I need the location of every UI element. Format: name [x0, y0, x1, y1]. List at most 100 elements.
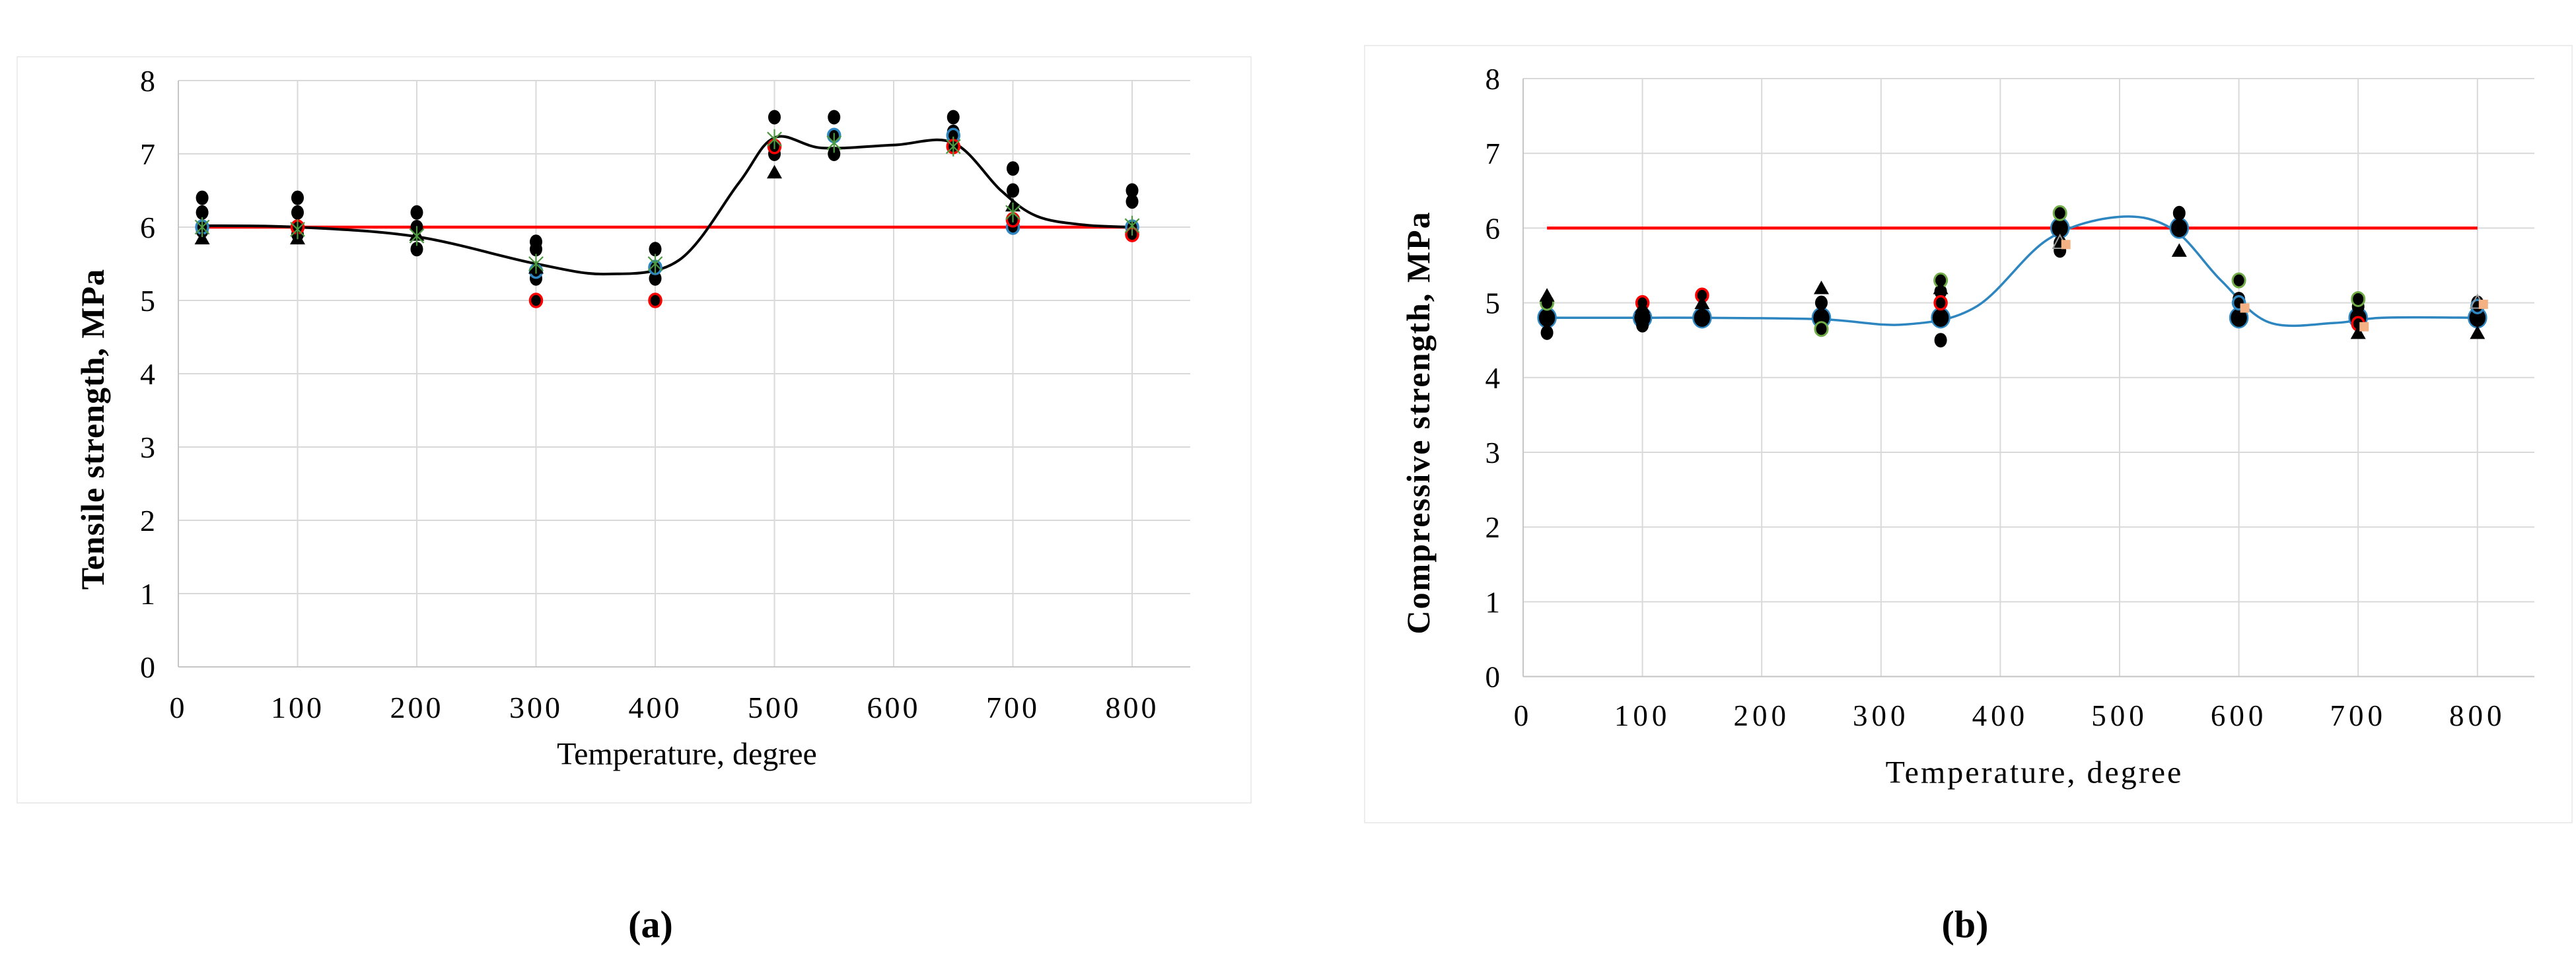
y-tick-label: 2 [1485, 511, 1501, 544]
data-point-triangle [1933, 280, 1949, 294]
data-point-ring-green [2231, 272, 2246, 289]
y-tick-label: 7 [1485, 137, 1501, 170]
x-tick-label: 0 [170, 691, 188, 724]
data-point-ring-green [1814, 321, 1829, 337]
y-tick-label: 0 [1485, 661, 1501, 694]
x-tick-label: 500 [2091, 699, 2148, 732]
data-point-circle [196, 205, 209, 220]
data-point-ring-red [528, 293, 544, 308]
data-point-triangle [1635, 299, 1651, 313]
y-tick-label: 8 [140, 64, 155, 98]
data-point-star-green [290, 219, 305, 240]
y-tick-label: 1 [140, 577, 155, 611]
chart-b-plot-area: 0 1 2 3 4 5 6 7 8 0 100 200 300 400 500 600 700 800 [1485, 63, 2534, 732]
x-tick-label: 400 [629, 691, 682, 724]
x-tick-label: 300 [509, 691, 563, 724]
y-tick-label: 5 [1485, 287, 1501, 320]
chart-a-x-axis-title: Temperature, degree [557, 736, 817, 772]
y-tick-label: 1 [1485, 586, 1501, 619]
data-point-circle-big [1692, 306, 1712, 329]
x-tick-label: 0 [1514, 699, 1533, 732]
data-point-star-green [826, 133, 842, 153]
data-point-circle [196, 190, 209, 205]
x-tick-label: 300 [1853, 699, 1910, 732]
y-tick-label: 7 [140, 137, 155, 171]
y-tick-label: 2 [140, 504, 155, 537]
data-point-triangle [194, 230, 210, 245]
caption-b: (b) [1941, 903, 1989, 946]
chart-a-tensile: 0 1 2 3 4 5 6 7 8 0 100 200 300 400 500 600 700 800 [17, 56, 1252, 804]
x-tick-label: 200 [390, 691, 444, 724]
data-point-ring-red [1933, 294, 1948, 311]
data-point-circle [530, 242, 542, 257]
x-tick-label: 400 [1972, 699, 2029, 732]
data-point-triangle [767, 164, 782, 179]
data-point-square-orange [2061, 240, 2071, 250]
y-tick-label: 6 [1485, 212, 1501, 245]
data-point-triangle [1814, 280, 1829, 294]
data-point-circle [1126, 183, 1139, 198]
x-tick-label: 200 [1733, 699, 1790, 732]
data-point-circle [649, 242, 662, 257]
y-tick-label: 8 [1485, 63, 1501, 96]
data-point-circle [1540, 325, 1554, 340]
data-point-circle [828, 147, 841, 161]
data-point-circle-big [2169, 217, 2190, 239]
data-point-circle [1007, 161, 1019, 176]
data-point-star-green [1124, 215, 1140, 236]
data-point-circle [1126, 194, 1139, 209]
trend-line [1546, 215, 2479, 328]
data-point-circle-big [1537, 306, 1557, 329]
data-point-triangle [1694, 295, 1710, 310]
data-point-triangle [1539, 288, 1555, 302]
data-point-star-green [194, 217, 210, 237]
y-tick-label: 5 [140, 284, 155, 318]
data-point-circle [410, 242, 423, 257]
data-point-triangle [2350, 325, 2366, 339]
x-tick-label: 800 [2449, 699, 2506, 732]
data-point-circle [410, 205, 423, 220]
data-point-square-orange [2478, 299, 2488, 309]
y-tick-label: 0 [140, 650, 155, 684]
x-tick-label: 700 [2330, 699, 2386, 732]
x-tick-label: 500 [748, 691, 801, 724]
data-point-square-orange [2240, 303, 2250, 313]
x-tick-label: 100 [1614, 699, 1671, 732]
data-point-circle-big [1931, 306, 1950, 329]
data-point-ring-green [2351, 291, 2366, 307]
x-tick-label: 700 [986, 691, 1040, 724]
data-point-triangle [2470, 325, 2486, 339]
data-point-square-orange [2359, 322, 2369, 331]
chart-b-x-axis-title: Temperature, degree [1885, 755, 2184, 790]
data-point-circle [291, 190, 304, 205]
data-point-ring-red [648, 293, 662, 308]
y-tick-label: 4 [140, 357, 155, 391]
data-point-circle [1815, 295, 1828, 310]
data-point-circle [768, 110, 781, 125]
data-point-star-green [767, 129, 782, 149]
y-tick-label: 4 [1485, 362, 1501, 395]
chart-a-plot-area: 0 1 2 3 4 5 6 7 8 0 100 200 300 400 500 600 700 800 [140, 64, 1190, 724]
x-tick-label: 100 [271, 691, 324, 724]
y-tick-label: 3 [1485, 436, 1501, 469]
y-tick-label: 3 [140, 431, 155, 464]
data-point-circle [1934, 333, 1947, 348]
data-point-circle [291, 205, 304, 220]
data-point-triangle [2171, 243, 2187, 257]
trend-line [201, 135, 1133, 276]
chart-b-y-axis-title: Compressive strength, MPa [1400, 211, 1437, 635]
data-point-circle [1007, 183, 1019, 198]
data-point-circle [947, 110, 960, 125]
data-point-star-green [945, 136, 961, 156]
x-tick-label: 600 [867, 691, 921, 724]
caption-a: (a) [628, 903, 673, 946]
data-point-ring-green [2052, 205, 2067, 221]
chart-a-y-axis-title: Tensile strength, MPa [74, 268, 111, 590]
chart-b-compressive: 0 1 2 3 4 5 6 7 8 0 100 200 300 400 500 600 700 800 [1364, 45, 2573, 823]
data-point-circle [1636, 318, 1649, 333]
data-point-circle [649, 271, 662, 286]
x-tick-label: 800 [1106, 691, 1159, 724]
data-point-star-green [528, 254, 544, 274]
data-point-star-green [647, 254, 663, 274]
